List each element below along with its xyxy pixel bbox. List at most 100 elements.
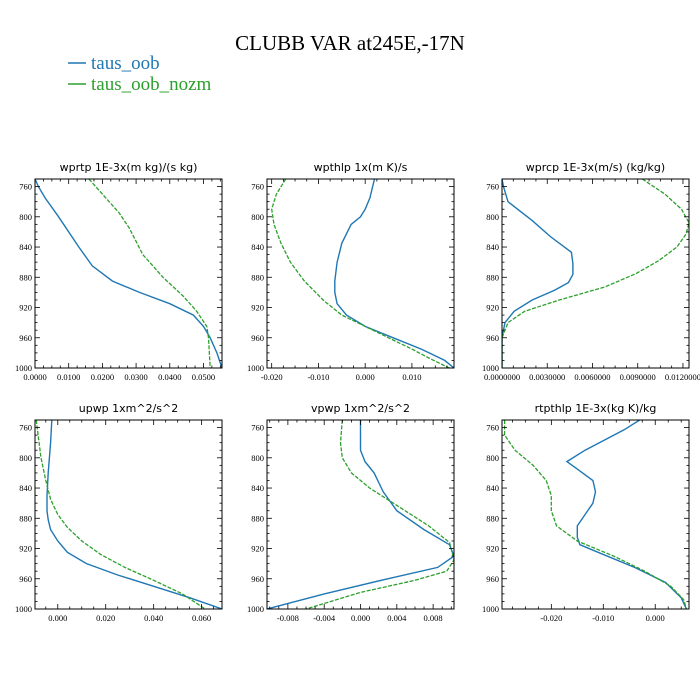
y-tick-label: 880 [251, 272, 264, 282]
series-line-taus-oob [502, 179, 574, 368]
panel-title: wprcp 1E-3x(m/s) (kg/kg) [526, 161, 665, 174]
y-tick-label: 1000 [482, 604, 499, 614]
legend-label-taus-oob: taus_oob [91, 53, 160, 74]
panel-title: wprtp 1E-3x(m kg)/(s kg) [60, 161, 198, 174]
y-tick-label: 920 [486, 544, 499, 554]
figure-title: CLUBB VAR at245E,-17N [235, 31, 465, 55]
plot-frame [266, 178, 455, 369]
y-tick-label: 920 [19, 544, 32, 554]
y-tick-label: 920 [251, 303, 264, 313]
y-tick-label: 840 [251, 483, 264, 493]
panel-title: wpthlp 1x(m K)/s [314, 161, 408, 174]
x-tick-label: -0.010 [592, 613, 614, 623]
legend: taus_oob taus_oob_nozm [68, 53, 212, 95]
series-line-taus-oob [46, 420, 222, 609]
y-tick-label: 760 [486, 182, 499, 192]
x-tick-label: 0.0100 [57, 372, 80, 382]
y-tick-label: 760 [19, 423, 32, 433]
x-tick-label: -0.010 [307, 372, 329, 382]
y-tick-label: 760 [251, 182, 264, 192]
y-tick-label: 960 [486, 333, 499, 343]
panel-title: vpwp 1xm^2/s^2 [311, 402, 410, 415]
y-tick-label: 800 [486, 453, 499, 463]
y-tick-label: 1000 [247, 363, 264, 373]
x-tick-label: 0.000 [48, 613, 67, 623]
series-line-taus-oob-nozm [35, 420, 206, 609]
x-tick-label: 0.000 [356, 372, 375, 382]
x-tick-label: -0.004 [313, 613, 336, 623]
y-tick-label: 800 [251, 212, 264, 222]
y-tick-label: 960 [251, 333, 264, 343]
x-tick-label: 0.0200 [91, 372, 114, 382]
y-tick-label: 840 [251, 242, 264, 252]
y-tick-label: 880 [19, 272, 32, 282]
series-line-taus-oob-nozm [271, 179, 450, 368]
x-tick-label: 0.004 [387, 613, 407, 623]
y-tick-label: 880 [486, 272, 499, 282]
series-line-taus-oob [565, 420, 688, 609]
panel-5: vpwp 1xm^2/s^2 760 800 840 880 920 960 1000 -0.0… [247, 402, 455, 623]
x-tick-label: 0.0090000 [620, 372, 656, 382]
y-tick-label: 840 [19, 483, 32, 493]
series-line-taus-oob-nozm [503, 420, 688, 609]
plot-frame [501, 419, 690, 610]
x-tick-label: 0.0400 [158, 372, 181, 382]
y-tick-label: 800 [19, 453, 32, 463]
panel-6: rtpthlp 1E-3x(kg K)/kg 760 800 840 880 920 960… [482, 402, 690, 623]
x-tick-label: 0.0000000 [484, 372, 520, 382]
panel-4: upwp 1xm^2/s^2 760 800 840 880 920 960 1000 0.00… [15, 402, 223, 623]
x-tick-label: 0.0060000 [574, 372, 610, 382]
y-tick-label: 800 [251, 453, 264, 463]
y-tick-label: 840 [19, 242, 32, 252]
x-tick-label: 0.0500 [192, 372, 215, 382]
y-tick-label: 760 [486, 423, 499, 433]
y-tick-label: 760 [19, 182, 32, 192]
series-line-taus-oob-nozm [502, 179, 689, 368]
series-line-taus-oob [334, 179, 454, 368]
y-tick-label: 920 [486, 303, 499, 313]
x-tick-label: -0.008 [277, 613, 299, 623]
x-tick-label: 0.010 [402, 372, 421, 382]
y-tick-label: 960 [251, 574, 264, 584]
x-tick-label: 0.0300 [124, 372, 147, 382]
panel-1: wprtp 1E-3x(m kg)/(s kg) 760 800 840 880 920 9… [15, 161, 223, 382]
x-tick-label: 0.000 [351, 613, 370, 623]
y-tick-label: 880 [251, 513, 264, 523]
legend-label-taus-oob-nozm: taus_oob_nozm [91, 74, 212, 95]
x-tick-label: -0.020 [540, 613, 562, 623]
plot-frame [501, 178, 690, 369]
x-tick-label: 0.0000 [23, 372, 46, 382]
series-line-taus-oob-nozm [88, 179, 211, 368]
y-tick-label: 960 [19, 574, 32, 584]
panel-title: upwp 1xm^2/s^2 [79, 402, 179, 415]
y-tick-label: 840 [486, 483, 499, 493]
y-tick-label: 800 [19, 212, 32, 222]
plot-frame [34, 419, 223, 610]
x-tick-label: 0.008 [424, 613, 443, 623]
y-tick-label: 1000 [15, 604, 32, 614]
x-tick-label: 0.060 [192, 613, 211, 623]
panel-3: wprcp 1E-3x(m/s) (kg/kg) 760 800 840 880 920 9… [482, 161, 700, 382]
x-tick-label: 0.040 [144, 613, 163, 623]
x-tick-label: -0.020 [261, 372, 283, 382]
panel-title: rtpthlp 1E-3x(kg K)/kg [535, 402, 657, 415]
plot-frame [34, 178, 223, 369]
y-tick-label: 880 [19, 513, 32, 523]
y-tick-label: 1000 [482, 363, 499, 373]
y-tick-label: 760 [251, 423, 264, 433]
y-tick-label: 920 [19, 303, 32, 313]
x-tick-label: 0.020 [96, 613, 115, 623]
x-tick-label: 0.000 [646, 613, 665, 623]
series-line-taus-oob [267, 420, 454, 609]
x-tick-label: 0.0120000 [665, 372, 700, 382]
y-tick-label: 960 [19, 333, 32, 343]
y-tick-label: 1000 [247, 604, 264, 614]
series-line-taus-oob [35, 179, 222, 368]
y-tick-label: 800 [486, 212, 499, 222]
y-tick-label: 1000 [15, 363, 32, 373]
series-line-taus-oob-nozm [305, 420, 454, 609]
y-tick-label: 840 [486, 242, 499, 252]
y-tick-label: 920 [251, 544, 264, 554]
panel-2: wpthlp 1x(m K)/s7608008408809209601000-0… [247, 161, 455, 382]
